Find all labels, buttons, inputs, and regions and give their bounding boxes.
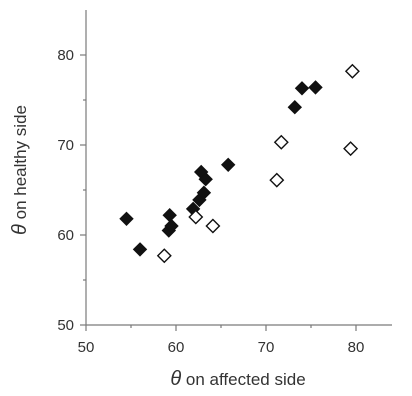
x-tick-label: 60	[168, 339, 185, 356]
open-diamond-point	[156, 248, 172, 264]
x-tick-label: 50	[78, 339, 95, 356]
y-tick-label: 80	[57, 47, 74, 64]
open-diamond-point	[205, 218, 221, 234]
y-tick-label: 50	[57, 317, 74, 334]
filled-diamond-point	[196, 185, 212, 200]
axes	[85, 10, 392, 326]
filled-diamond-point	[132, 242, 148, 257]
filled-diamond-point	[294, 81, 310, 96]
y-axis-label-part: θ	[9, 224, 31, 235]
filled-diamond-point	[198, 171, 213, 187]
open-diamond-point	[343, 141, 359, 157]
open-diamond-point	[188, 209, 204, 225]
filled-diamond-point	[164, 218, 179, 234]
y-tick-label: 70	[57, 137, 74, 154]
y-axis-label: θ on healthy side	[9, 105, 31, 235]
x-axis-label-part: on affected side	[181, 370, 305, 389]
x-tick-label: 70	[258, 339, 275, 356]
open-diamond-point	[269, 172, 285, 188]
x-tick-label: 80	[348, 339, 365, 356]
x-axis-label: θ on affected side	[170, 368, 305, 390]
filled-diamond-point	[220, 157, 236, 173]
filled-diamond-point	[119, 211, 134, 227]
y-axis-label-part: on healthy side	[11, 105, 30, 224]
open-diamond-point	[273, 134, 289, 150]
filled-diamond-point	[287, 99, 303, 115]
x-axis-label-part: θ	[170, 368, 181, 390]
open-diamond-point	[344, 63, 360, 79]
filled-diamond-point	[308, 80, 323, 95]
ticks: 50 60 70 80 50 60 70 80	[57, 47, 364, 356]
y-tick-label: 60	[57, 227, 74, 244]
filled-diamond-point	[162, 207, 177, 223]
data-points	[119, 63, 360, 264]
